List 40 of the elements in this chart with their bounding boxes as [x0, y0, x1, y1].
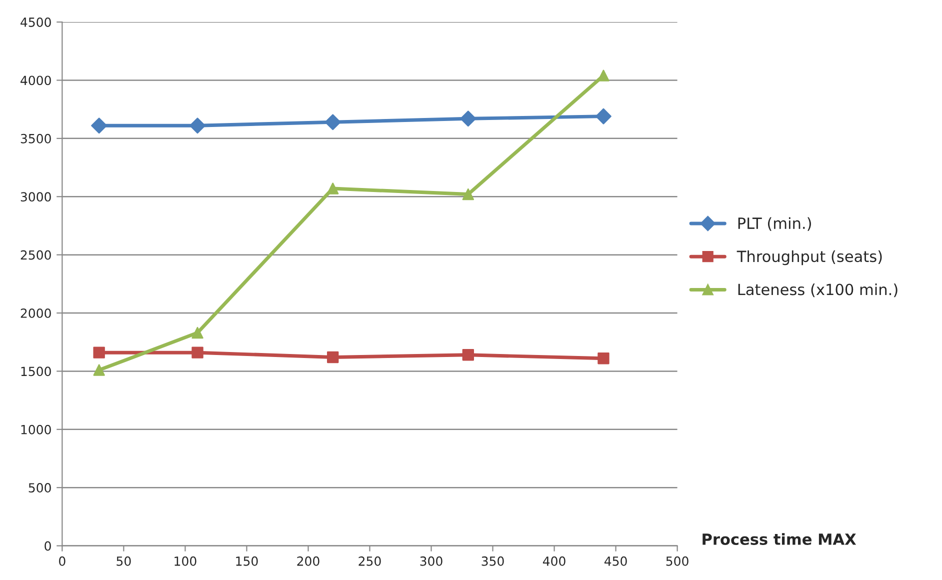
- x-axis-title: Process time MAX: [702, 533, 856, 545]
- point: [596, 108, 612, 124]
- y-tick-label: 2500: [20, 250, 51, 260]
- y-tick-label: 4500: [20, 18, 51, 27]
- legend-label: PLT (min.): [738, 217, 811, 231]
- point: [192, 326, 204, 339]
- point: [324, 114, 341, 130]
- x-tick-label: 100: [174, 556, 196, 566]
- point: [598, 70, 610, 82]
- y-tick-label: 4000: [20, 76, 51, 86]
- legend-label: Lateness (x100 min.): [738, 283, 898, 298]
- point: [462, 349, 474, 361]
- y-tick-label: 3500: [20, 134, 51, 144]
- point: [91, 118, 108, 134]
- x-tick-label: 500: [666, 556, 688, 566]
- y-tick-label: 3000: [20, 192, 51, 202]
- point: [93, 346, 105, 358]
- point: [190, 118, 206, 134]
- x-tick-label: 450: [604, 556, 627, 566]
- x-tick-label: 300: [420, 556, 442, 566]
- x-tick-label: 250: [358, 556, 381, 566]
- y-tick-label: 1500: [21, 366, 51, 376]
- y-tick-label: 500: [28, 483, 51, 493]
- legend-label: Throughput (seats): [736, 250, 882, 266]
- x-tick-label: 50: [116, 556, 131, 566]
- point: [326, 182, 339, 194]
- x-tick-label: 0: [59, 556, 66, 566]
- y-tick-label: 1000: [21, 424, 51, 434]
- point: [598, 352, 610, 364]
- point: [93, 364, 105, 376]
- y-tick-label: 0: [44, 541, 51, 551]
- point: [462, 188, 474, 200]
- point: [326, 351, 339, 364]
- y-tick-label: 2000: [20, 308, 51, 318]
- point: [192, 346, 204, 358]
- point: [460, 110, 476, 127]
- x-tick-label: 400: [542, 556, 566, 566]
- x-tick-label: 200: [297, 556, 320, 566]
- x-tick-label: 350: [482, 556, 504, 566]
- x-tick-label: 150: [236, 556, 258, 566]
